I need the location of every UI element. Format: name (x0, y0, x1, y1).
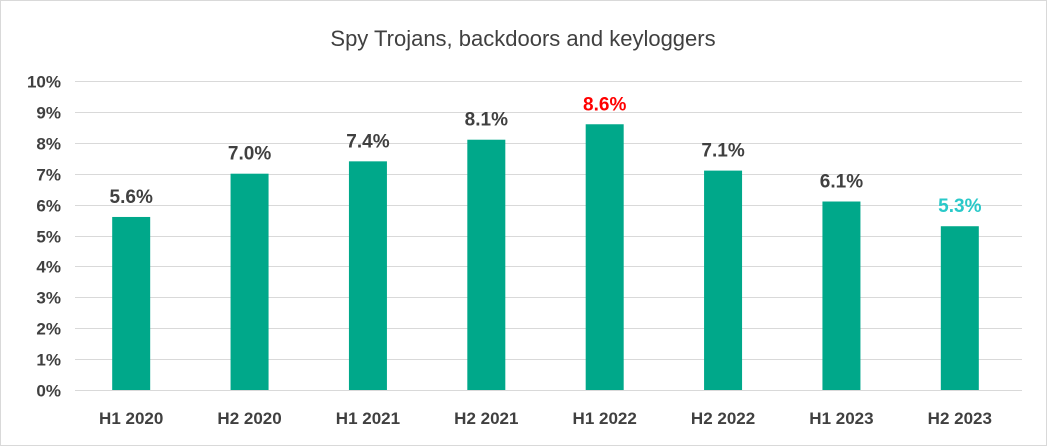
chart-title: Spy Trojans, backdoors and keyloggers (330, 26, 715, 51)
bar (822, 201, 861, 390)
gridlines (75, 81, 1022, 391)
y-tick-label: 5% (36, 228, 61, 247)
y-tick-label: 8% (36, 135, 61, 154)
bar (348, 161, 387, 390)
data-label: 5.6% (110, 187, 153, 208)
x-tick-label: H2 2022 (691, 409, 755, 428)
bar (704, 170, 743, 390)
y-axis: 0% 1% 2% 3% 4% 5% 6% 7% 8% 9% 10% (27, 73, 61, 401)
y-tick-label: 7% (36, 166, 61, 185)
data-label: 7.0% (228, 144, 271, 165)
data-label: 7.4% (346, 131, 389, 152)
y-tick-label: 0% (36, 382, 61, 401)
data-label: 8.6% (583, 94, 626, 115)
y-tick-label: 6% (36, 197, 61, 216)
bar (467, 139, 506, 390)
y-tick-label: 3% (36, 289, 61, 308)
data-label: 8.1% (465, 110, 508, 131)
x-tick-label: H1 2021 (336, 409, 400, 428)
data-label: 7.1% (701, 141, 744, 162)
y-tick-label: 2% (36, 320, 61, 339)
x-tick-label: H2 2021 (454, 409, 518, 428)
x-tick-label: H1 2020 (99, 409, 163, 428)
data-label: 5.3% (938, 196, 981, 217)
bar (585, 124, 624, 390)
bars (112, 124, 979, 390)
x-tick-label: H2 2023 (928, 409, 992, 428)
bar (112, 216, 151, 390)
bar (940, 226, 979, 390)
x-tick-label: H2 2020 (217, 409, 281, 428)
data-labels: 5.6% 7.0% 7.4% 8.1% 8.6% 7.1% 6.1% 5.3% (110, 94, 982, 217)
x-axis: H1 2020 H2 2020 H1 2021 H2 2021 H1 2022 H2 20… (99, 409, 992, 428)
y-tick-label: 1% (36, 351, 61, 370)
x-tick-label: H1 2023 (809, 409, 873, 428)
data-label: 6.1% (820, 172, 863, 193)
x-tick-label: H1 2022 (573, 409, 637, 428)
y-tick-label: 9% (36, 104, 61, 123)
bar (230, 173, 269, 390)
y-tick-label: 4% (36, 258, 61, 277)
y-tick-label: 10% (27, 73, 61, 92)
